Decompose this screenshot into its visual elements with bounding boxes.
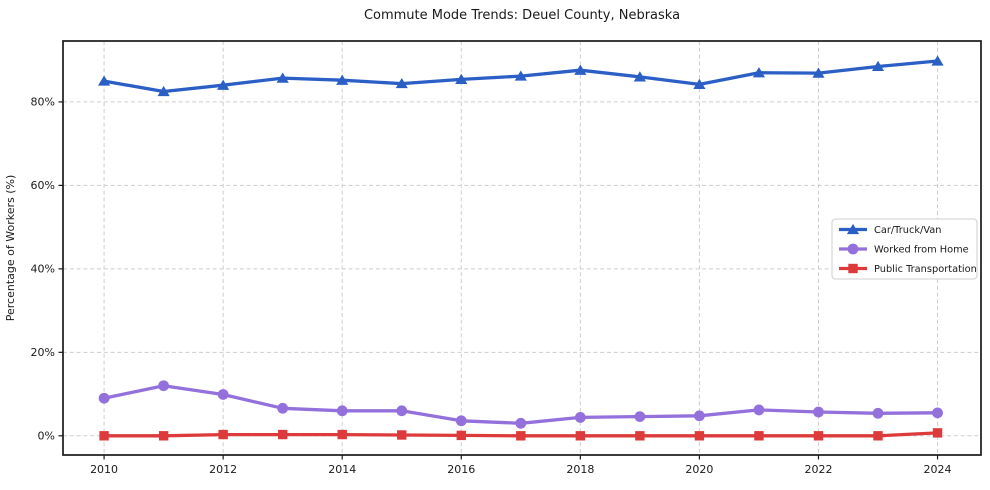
triangle-marker — [97, 75, 111, 86]
square-marker — [516, 431, 526, 441]
triangle-marker — [846, 223, 860, 235]
square-marker — [932, 428, 943, 438]
triangle-marker — [395, 77, 408, 89]
triangle-marker — [217, 79, 230, 90]
plot-border — [62, 40, 982, 456]
y-tick-label: 60% — [31, 179, 55, 192]
x-tick-label: 2020 — [685, 463, 713, 476]
triangle-marker — [812, 67, 825, 78]
triangle-marker — [276, 72, 289, 83]
legend-item-worked-from-home: Worked from Home — [839, 243, 969, 255]
legend-item-car-truck-van: Car/Truck/Van — [839, 223, 941, 236]
square-marker — [337, 429, 347, 440]
circle-marker — [515, 417, 527, 429]
y-tick-label: 20% — [31, 346, 55, 359]
square-marker — [873, 431, 883, 441]
circle-marker — [847, 243, 859, 255]
x-axis: 2010 2012 2014 2016 2018 2020 2022 2024 — [90, 455, 952, 476]
circle-marker — [634, 411, 646, 423]
x-tick-label: 2016 — [447, 463, 475, 476]
chart-title: Commute Mode Trends: Deuel County, Nebra… — [363, 8, 681, 23]
x-tick-label: 2012 — [209, 463, 237, 476]
legend-label: Public Transportation — [874, 264, 977, 275]
x-tick-label: 2024 — [924, 463, 952, 476]
triangle-marker — [752, 67, 766, 78]
circle-marker — [217, 389, 229, 400]
square-marker — [694, 431, 705, 441]
x-tick-label: 2022 — [804, 463, 832, 476]
triangle-marker — [574, 64, 587, 75]
square-marker — [456, 430, 466, 441]
x-tick-label: 2014 — [328, 463, 356, 476]
circle-marker — [932, 407, 943, 419]
square-marker — [218, 429, 228, 440]
x-tick-label: 2018 — [566, 463, 594, 476]
triangle-marker — [157, 85, 170, 97]
triangle-marker — [336, 74, 349, 85]
triangle-marker — [693, 78, 706, 90]
legend-item-public-transportation: Public Transportation — [839, 263, 977, 275]
series-line — [102, 384, 940, 425]
y-tick-label: 40% — [31, 263, 55, 276]
legend: Car/Truck/Van Worked from Home Public Tran… — [831, 218, 978, 280]
triangle-marker — [455, 73, 468, 84]
x-tick-label: 2010 — [90, 463, 118, 476]
circle-marker — [396, 405, 408, 417]
square-marker — [158, 431, 169, 441]
triangle-marker — [514, 70, 527, 81]
square-marker — [635, 431, 645, 441]
triangle-marker — [871, 60, 885, 72]
legend-label: Worked from Home — [874, 244, 969, 255]
circle-marker — [277, 402, 289, 414]
triangle-marker — [931, 55, 944, 66]
square-marker — [277, 429, 288, 440]
square-marker — [99, 431, 109, 441]
y-tick-label: 0% — [38, 430, 55, 443]
circle-marker — [694, 410, 705, 422]
series-worked-from-home — [98, 380, 943, 429]
square-marker — [397, 430, 407, 440]
circle-marker — [753, 404, 765, 416]
series-public-transportation — [99, 428, 943, 441]
circle-marker — [158, 380, 170, 392]
square-marker — [575, 431, 586, 441]
triangle-marker — [633, 71, 646, 82]
circle-marker — [813, 406, 824, 418]
y-axis-label: Percentage of Workers (%) — [4, 175, 17, 322]
legend-box — [831, 218, 978, 280]
circle-marker — [455, 415, 467, 427]
gridlines — [63, 41, 981, 455]
circle-marker — [98, 392, 110, 404]
square-marker — [813, 431, 824, 441]
square-marker — [848, 263, 858, 274]
circle-marker — [336, 405, 348, 417]
series-car-truck-van — [97, 55, 944, 97]
circle-marker — [872, 407, 884, 419]
circle-marker — [574, 412, 586, 423]
y-axis: 0% 20% 40% 60% 80% — [31, 96, 63, 443]
square-marker — [754, 431, 764, 441]
legend-label: Car/Truck/Van — [874, 225, 941, 236]
y-tick-label: 80% — [31, 96, 55, 109]
